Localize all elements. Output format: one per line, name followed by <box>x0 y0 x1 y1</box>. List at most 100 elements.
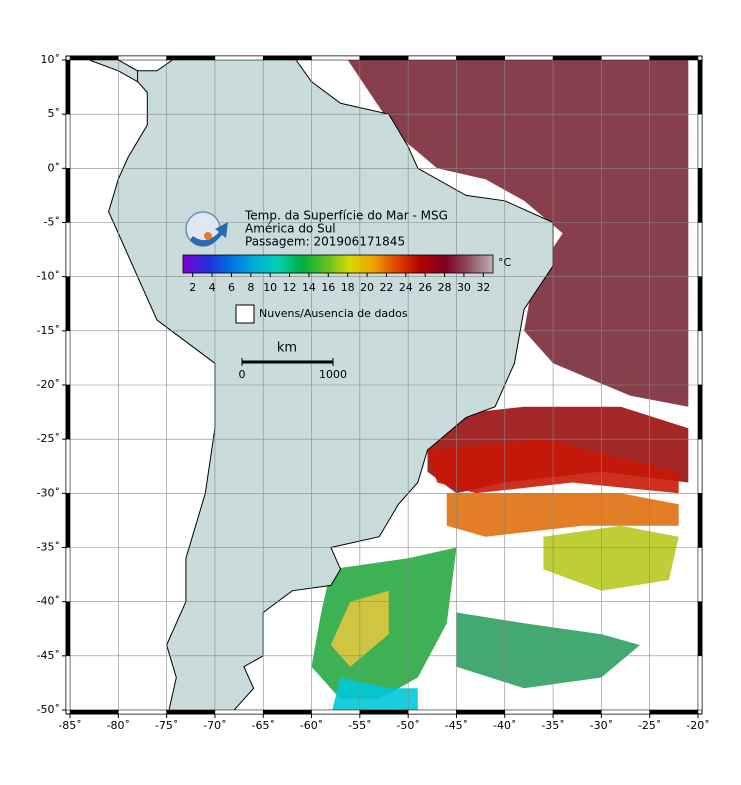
colorbar-tick-label: 8 <box>247 281 254 294</box>
frame-segment <box>697 655 703 711</box>
frame-segment <box>552 55 602 61</box>
y-tick-label: -15˚ <box>37 324 60 337</box>
sst-patch <box>347 60 689 407</box>
sst-patch <box>332 677 418 710</box>
frame-segment <box>65 384 71 440</box>
frame-segment <box>65 493 71 548</box>
y-tick-label: -10˚ <box>37 270 60 283</box>
sst-patch <box>456 612 640 689</box>
frame-segment <box>649 709 699 715</box>
colorbar <box>182 254 494 274</box>
frame-segment <box>65 59 71 115</box>
frame-segment <box>65 330 71 386</box>
frame-segment <box>697 493 703 548</box>
y-tick-label: 0˚ <box>48 161 61 174</box>
frame-segment <box>504 55 554 61</box>
legend-swatch <box>235 304 255 324</box>
frame-segment <box>359 55 409 61</box>
frame-segment <box>69 709 119 715</box>
title-line: Temp. da Superfície do Mar - MSG <box>244 209 448 223</box>
x-tick-label: -85˚ <box>58 719 81 732</box>
frame-segment <box>697 547 703 602</box>
colorbar-tick-label: 20 <box>360 281 374 294</box>
frame-segment <box>456 55 506 61</box>
frame-segment <box>697 330 703 386</box>
x-tick-label: -40˚ <box>493 719 516 732</box>
colorbar-tick-label: 10 <box>263 281 277 294</box>
y-tick-label: -40˚ <box>37 595 60 608</box>
inpe-logo <box>185 211 228 247</box>
frame-segment <box>697 276 703 332</box>
legend-label: Nuvens/Ausencia de dados <box>259 307 408 320</box>
frame-segment <box>697 168 703 223</box>
frame-segment <box>552 709 602 715</box>
y-tick-label: -35˚ <box>37 541 60 554</box>
x-tick-label: -60˚ <box>300 719 323 732</box>
scale-tick-label: 1000 <box>319 368 347 381</box>
x-tick-label: -35˚ <box>541 719 564 732</box>
colorbar-tick-label: 2 <box>189 281 196 294</box>
x-tick-label: -70˚ <box>203 719 226 732</box>
frame-segment <box>407 709 457 715</box>
frame-segment <box>65 547 71 602</box>
y-tick-label: -20˚ <box>37 378 60 391</box>
colorbar-tick-label: 14 <box>302 281 316 294</box>
x-tick-label: -25˚ <box>638 719 661 732</box>
frame-segment <box>697 113 703 169</box>
y-tick-label: -45˚ <box>37 649 60 662</box>
frame: -85˚ -80˚ -75˚ -70˚ -65˚ -60˚ -55˚ -50˚ -45˚ -40˚… <box>37 53 710 732</box>
scale-unit: km <box>277 341 297 356</box>
y-tick-label: -5˚ <box>44 216 60 229</box>
colorbar-tick-label: 24 <box>399 281 413 294</box>
title-line: América do Sul <box>245 222 336 236</box>
frame-segment <box>166 709 216 715</box>
y-tick-label: 5˚ <box>48 107 61 120</box>
frame-segment <box>262 709 312 715</box>
frame-segment <box>65 276 71 332</box>
frame-segment <box>65 222 71 277</box>
scale-tick-label: 0 <box>239 368 246 381</box>
frame-segment <box>214 709 264 715</box>
x-tick-label: -65˚ <box>251 719 274 732</box>
frame-segment <box>649 55 699 61</box>
frame-segment <box>697 384 703 440</box>
frame-segment <box>697 59 703 115</box>
x-tick-label: -80˚ <box>107 719 130 732</box>
map-area <box>70 60 698 710</box>
colorbar-tick-label: 30 <box>457 281 471 294</box>
colorbar-unit: °C <box>498 256 512 269</box>
frame-segment <box>697 601 703 657</box>
colorbar-tick-label: 22 <box>379 281 393 294</box>
overlay: Temp. da Superfície do Mar - MSG América… <box>182 209 512 381</box>
y-tick-label: -30˚ <box>37 486 60 499</box>
central-america <box>87 60 139 83</box>
title-line: Passagem: 201906171845 <box>245 235 405 249</box>
frame-segment <box>65 601 71 657</box>
colorbar-tick-label: 6 <box>228 281 235 294</box>
y-tick-label: 10˚ <box>41 53 61 66</box>
x-tick-label: -75˚ <box>155 719 178 732</box>
frame-segment <box>118 55 167 61</box>
frame-segment <box>118 709 167 715</box>
colorbar-tick-label: 28 <box>438 281 452 294</box>
frame-segment <box>65 113 71 169</box>
x-tick-label: -30˚ <box>590 719 613 732</box>
sst-patch <box>543 525 679 591</box>
frame-segment <box>65 438 71 494</box>
colorbar-tick-label: 4 <box>209 281 216 294</box>
frame-segment <box>601 55 650 61</box>
x-tick-label: -45˚ <box>445 719 468 732</box>
colorbar-tick-label: 18 <box>341 281 355 294</box>
frame-segment <box>456 709 506 715</box>
frame-segment <box>601 709 650 715</box>
frame-segment <box>166 55 216 61</box>
frame-segment <box>504 709 554 715</box>
frame-segment <box>65 168 71 223</box>
colorbar-tick-label: 32 <box>476 281 490 294</box>
x-tick-label: -55˚ <box>348 719 371 732</box>
y-tick-label: -25˚ <box>37 432 60 445</box>
frame-segment <box>697 222 703 277</box>
colorbar-tick-label: 12 <box>283 281 297 294</box>
frame-segment <box>311 709 361 715</box>
